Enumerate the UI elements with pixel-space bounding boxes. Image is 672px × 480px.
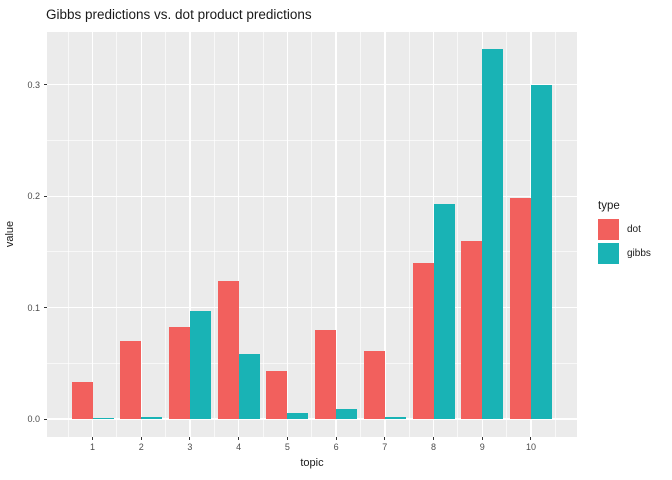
y-tick-label: 0.1 (27, 302, 40, 313)
y-tick-label: 0.3 (27, 79, 40, 90)
bar-gibbs-topic-9 (482, 49, 504, 419)
y-tick-label: 0.2 (27, 191, 40, 202)
gridline-x-minor (554, 32, 556, 437)
bar-dot-topic-5 (266, 371, 288, 419)
gridline-x-major (189, 32, 191, 437)
bar-dot-topic-6 (315, 329, 337, 419)
gridline-x-minor (506, 32, 508, 437)
legend-swatch-gibbs (598, 243, 619, 264)
bar-gibbs-topic-2 (141, 416, 163, 419)
x-tick-label: 8 (431, 442, 437, 452)
gridline-x-major (140, 32, 142, 437)
x-tick-mark (335, 437, 337, 440)
y-tick-label: 0.0 (27, 414, 40, 424)
x-tick-label: 2 (138, 442, 144, 452)
gridline-x-minor (262, 32, 264, 437)
legend: type dot gibbs (598, 200, 670, 267)
x-tick-label: 7 (382, 442, 388, 452)
bar-gibbs-topic-5 (287, 413, 309, 419)
x-tick-mark (238, 437, 240, 440)
bar-dot-topic-3 (168, 326, 190, 419)
x-tick-mark (286, 437, 288, 440)
bar-dot-topic-1 (71, 382, 93, 419)
gridline-x-minor (457, 32, 459, 437)
bar-dot-topic-7 (363, 351, 385, 419)
bar-dot-topic-9 (461, 240, 483, 419)
gridline-x-minor (408, 32, 410, 437)
legend-label-dot: dot (627, 224, 641, 235)
x-tick-label: 5 (284, 442, 290, 452)
x-tick-mark (140, 437, 142, 440)
bar-dot-topic-2 (120, 341, 142, 419)
x-tick-mark (92, 437, 93, 440)
gridline-x-major (335, 32, 337, 437)
gridline-x-major (286, 32, 289, 437)
y-axis-title: value (4, 220, 16, 248)
x-axis-title: topic (300, 457, 324, 469)
legend-title: type (598, 200, 620, 212)
bar-gibbs-topic-7 (384, 416, 406, 419)
gridline-x-minor (311, 32, 313, 437)
x-tick-label: 4 (236, 442, 242, 452)
x-tick-label: 9 (479, 442, 485, 452)
gridline-x-minor (165, 32, 167, 437)
bar-gibbs-topic-4 (238, 354, 260, 419)
bar-gibbs-topic-6 (336, 408, 358, 419)
x-tick-mark (433, 437, 435, 440)
gridline-x-major (481, 32, 483, 437)
gridline-x-major (91, 32, 94, 437)
bar-dot-topic-8 (412, 263, 434, 419)
bar-dot-topic-10 (509, 198, 531, 419)
x-tick-label: 1 (89, 442, 95, 452)
gridline-x-minor (116, 32, 118, 437)
bar-gibbs-topic-3 (189, 310, 211, 419)
x-tick-mark (384, 437, 386, 440)
gridline-x-minor (67, 32, 69, 437)
x-tick-mark (189, 437, 191, 440)
legend-swatch-dot (598, 219, 619, 240)
legend-label-gibbs: gibbs (627, 248, 651, 259)
plot-panel (47, 32, 577, 437)
bar-gibbs-topic-1 (92, 417, 114, 419)
gridline-x-minor (213, 32, 215, 437)
x-tick-mark (481, 437, 483, 440)
bar-dot-topic-4 (217, 280, 239, 419)
x-tick-mark (530, 437, 532, 440)
gridline-x-minor (359, 32, 361, 437)
x-tick-label: 3 (187, 442, 193, 452)
chart-title: Gibbs predictions vs. dot product predic… (46, 7, 312, 22)
legend-entry-gibbs: gibbs (598, 243, 670, 264)
gridline-x-major (237, 32, 240, 437)
x-tick-label: 10 (525, 442, 536, 452)
bar-gibbs-topic-8 (433, 203, 455, 419)
bar-gibbs-topic-10 (530, 84, 552, 419)
gridline-x-major (432, 32, 435, 437)
gridline-x-major (384, 32, 386, 437)
legend-keys: dot gibbs (598, 219, 670, 264)
legend-entry-dot: dot (598, 219, 670, 240)
x-tick-label: 6 (333, 442, 339, 452)
